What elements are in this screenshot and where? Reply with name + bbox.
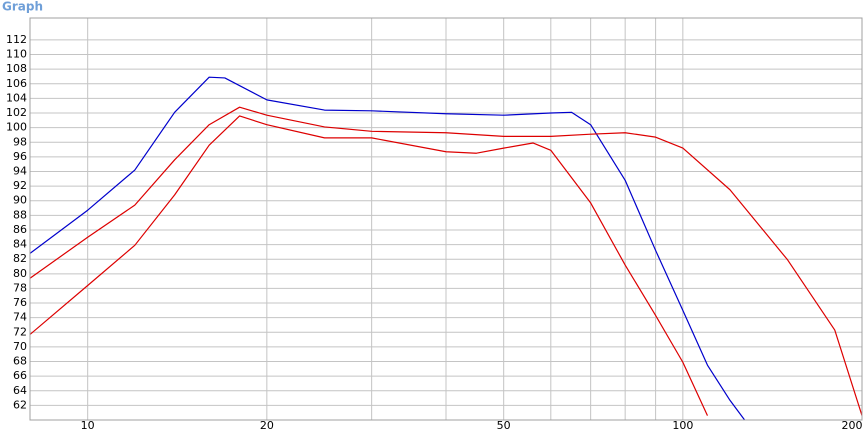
grid bbox=[30, 18, 863, 420]
x-tick-label: 20 bbox=[260, 419, 274, 432]
series-line bbox=[30, 106, 862, 416]
y-tick-label: 112 bbox=[6, 33, 27, 46]
x-tick-label: 10 bbox=[81, 419, 95, 432]
y-tick-label: 64 bbox=[13, 384, 27, 397]
plot-area bbox=[30, 76, 862, 420]
y-tick-label: 92 bbox=[13, 179, 27, 192]
y-tick-label: 86 bbox=[13, 223, 27, 236]
y-tick-label: 104 bbox=[6, 91, 27, 104]
y-tick-label: 94 bbox=[13, 164, 27, 177]
y-tick-label: 108 bbox=[6, 62, 27, 75]
y-tick-label: 62 bbox=[13, 398, 27, 411]
series-line bbox=[30, 76, 746, 420]
y-tick-label: 82 bbox=[13, 252, 27, 265]
plot-frame bbox=[29, 17, 863, 421]
x-tick-label: 200 bbox=[842, 419, 863, 432]
x-tick-label: 100 bbox=[672, 419, 693, 432]
y-tick-label: 102 bbox=[6, 106, 27, 119]
y-tick-label: 72 bbox=[13, 325, 27, 338]
y-tick-label: 100 bbox=[6, 121, 27, 134]
y-tick-label: 98 bbox=[13, 135, 27, 148]
y-tick-label: 70 bbox=[13, 340, 27, 353]
y-tick-label: 68 bbox=[13, 355, 27, 368]
y-tick-label: 110 bbox=[6, 48, 27, 61]
y-tick-label: 96 bbox=[13, 150, 27, 163]
y-tick-label: 88 bbox=[13, 208, 27, 221]
y-tick-label: 106 bbox=[6, 77, 27, 90]
y-tick-label: 78 bbox=[13, 281, 27, 294]
y-tick-label: 84 bbox=[13, 238, 27, 251]
y-tick-label: 90 bbox=[13, 194, 27, 207]
y-tick-label: 76 bbox=[13, 296, 27, 309]
series-line bbox=[30, 115, 709, 416]
chart-title: Graph bbox=[2, 0, 43, 14]
y-tick-label: 66 bbox=[13, 369, 27, 382]
y-tick-label: 80 bbox=[13, 267, 27, 280]
y-tick-label: 74 bbox=[13, 311, 27, 324]
x-tick-label: 50 bbox=[497, 419, 511, 432]
